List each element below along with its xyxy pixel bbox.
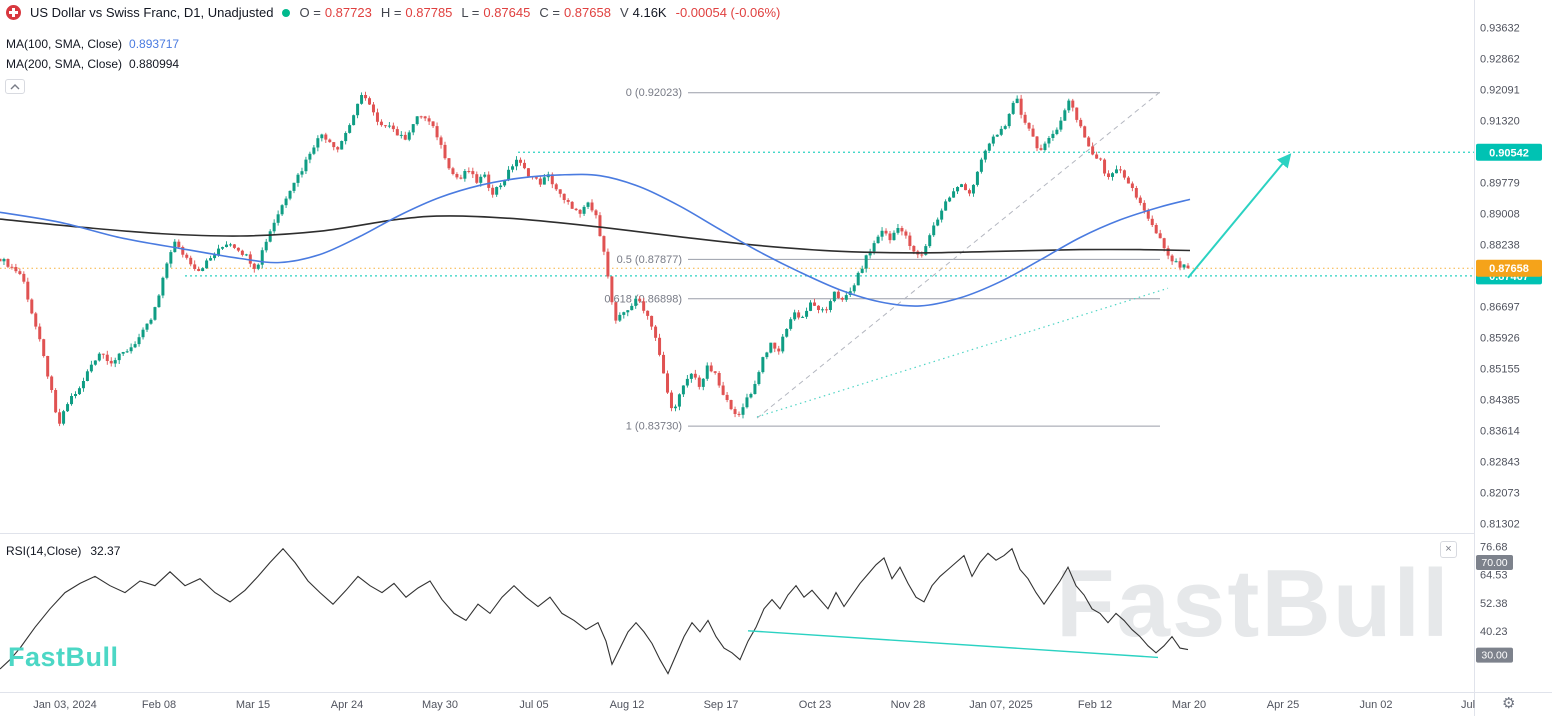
rsi-trendline[interactable]	[747, 630, 1159, 659]
ma200-value: 0.880994	[129, 57, 180, 71]
svg-text:Jul 05: Jul 05	[519, 699, 548, 711]
svg-text:30.00: 30.00	[1481, 650, 1507, 662]
svg-text:Mar 20: Mar 20	[1172, 699, 1206, 711]
ma100-value: 0.893717	[129, 37, 180, 51]
svg-text:Aug 12: Aug 12	[610, 699, 645, 711]
svg-text:0.90542: 0.90542	[1489, 147, 1529, 159]
svg-text:0.618 (0.86898): 0.618 (0.86898)	[604, 293, 682, 305]
svg-text:May 30: May 30	[422, 699, 458, 711]
svg-text:70.00: 70.00	[1481, 557, 1507, 569]
svg-text:0.87658: 0.87658	[1489, 263, 1529, 275]
svg-text:Feb 12: Feb 12	[1078, 699, 1112, 711]
resistance-price-badge: 0.90542	[1476, 143, 1542, 161]
trendline-dashed[interactable]	[756, 91, 1161, 419]
brand-watermark: FastBull	[1056, 550, 1451, 657]
settings-gear-icon[interactable]: ⚙	[1502, 695, 1516, 712]
close-value: 0.87658	[563, 5, 611, 20]
market-status-dot	[282, 8, 291, 17]
ma200-line[interactable]	[0, 215, 1191, 254]
svg-text:Jan 03, 2024: Jan 03, 2024	[33, 699, 97, 711]
projection-arrow[interactable]	[1187, 153, 1292, 279]
symbol-info-bar: US Dollar vs Swiss Franc, D1, Unadjusted…	[6, 5, 780, 20]
ma100-line[interactable]	[0, 173, 1191, 307]
ma200-label: MA(200, SMA, Close)	[6, 57, 123, 71]
rsi-level-badge: 30.00	[1476, 647, 1513, 663]
svg-text:1 (0.83730): 1 (0.83730)	[626, 421, 682, 433]
svg-text:0.84385: 0.84385	[1480, 394, 1520, 406]
svg-text:0 (0.92023): 0 (0.92023)	[626, 87, 682, 99]
svg-text:Apr 24: Apr 24	[331, 699, 363, 711]
ma100-label: MA(100, SMA, Close)	[6, 37, 123, 51]
svg-text:Jun 02: Jun 02	[1359, 699, 1392, 711]
rsi-line	[0, 547, 1189, 675]
ma200-indicator-row[interactable]: MA(200, SMA, Close) 0.880994	[6, 57, 179, 71]
chevron-up-icon	[10, 83, 20, 89]
svg-text:0.82073: 0.82073	[1480, 487, 1520, 499]
high-value: 0.87785	[405, 5, 453, 20]
svg-text:0.86697: 0.86697	[1480, 301, 1520, 313]
fastbull-logo: FastBull	[8, 642, 119, 672]
instrument-flag-icon[interactable]	[6, 5, 21, 20]
svg-text:0.88238: 0.88238	[1480, 239, 1520, 251]
candlestick-series	[0, 91, 1190, 427]
low-value: 0.87645	[483, 5, 531, 20]
svg-text:64.53: 64.53	[1480, 570, 1508, 582]
svg-text:76.68: 76.68	[1480, 542, 1508, 554]
rsi-close-button[interactable]: ×	[1440, 541, 1457, 558]
svg-text:Sep 17: Sep 17	[704, 699, 739, 711]
rsi-level-badge: 70.00	[1476, 555, 1513, 571]
svg-text:Apr 25: Apr 25	[1267, 699, 1299, 711]
rsi-value: 32.37	[90, 544, 121, 558]
svg-text:Nov 28: Nov 28	[891, 699, 926, 711]
svg-text:Feb 08: Feb 08	[142, 699, 176, 711]
last-price-badge: 0.87658	[1476, 259, 1542, 277]
svg-text:0.91320: 0.91320	[1480, 115, 1520, 127]
svg-text:Jan 07, 2025: Jan 07, 2025	[969, 699, 1033, 711]
change-value: -0.00054 (-0.06%)	[675, 5, 781, 20]
svg-text:0.89779: 0.89779	[1480, 177, 1520, 189]
svg-text:0.5 (0.87877): 0.5 (0.87877)	[617, 254, 682, 266]
svg-text:52.38: 52.38	[1480, 598, 1508, 610]
rsi-indicator-row[interactable]: RSI(14,Close) 32.37	[6, 544, 120, 558]
high-label: H =	[380, 5, 402, 20]
symbol-title[interactable]: US Dollar vs Swiss Franc, D1, Unadjusted	[30, 5, 274, 20]
svg-text:0.92091: 0.92091	[1480, 84, 1520, 96]
low-label: L =	[461, 5, 480, 20]
svg-text:0.89008: 0.89008	[1480, 208, 1520, 220]
close-icon: ×	[1445, 543, 1452, 555]
svg-text:Jul: Jul	[1461, 699, 1475, 711]
open-label: O =	[299, 5, 321, 20]
svg-text:40.23: 40.23	[1480, 626, 1508, 638]
rsi-label: RSI(14,Close)	[6, 544, 82, 558]
time-axis[interactable]: Jan 03, 2024 Feb 08 Mar 15 Apr 24 May 30 Jul …	[33, 699, 1475, 711]
svg-text:Oct 23: Oct 23	[799, 699, 831, 711]
volume-value: 4.16K	[632, 5, 667, 20]
svg-text:0.85155: 0.85155	[1480, 363, 1520, 375]
svg-text:0.81302: 0.81302	[1480, 518, 1520, 530]
volume-label: V	[619, 5, 629, 20]
svg-text:Mar 15: Mar 15	[236, 699, 270, 711]
trendline-dotted-teal[interactable]	[756, 287, 1169, 418]
svg-text:0.93632: 0.93632	[1480, 23, 1520, 35]
fibonacci-retracement[interactable]: 0 (0.92023) 0.5 (0.87877) 0.618 (0.86898) 1…	[604, 87, 1160, 433]
ma100-indicator-row[interactable]: MA(100, SMA, Close) 0.893717	[6, 37, 179, 51]
collapse-indicators-button[interactable]	[5, 79, 25, 94]
rsi-pane: 76.68 64.53 52.38 40.23 70.00 30.00	[0, 542, 1513, 675]
svg-text:0.83614: 0.83614	[1480, 425, 1520, 437]
svg-text:0.92862: 0.92862	[1480, 53, 1520, 65]
close-label: C =	[539, 5, 560, 20]
svg-text:0.85926: 0.85926	[1480, 332, 1520, 344]
open-value: 0.87723	[324, 5, 372, 20]
svg-text:0.82843: 0.82843	[1480, 456, 1520, 468]
